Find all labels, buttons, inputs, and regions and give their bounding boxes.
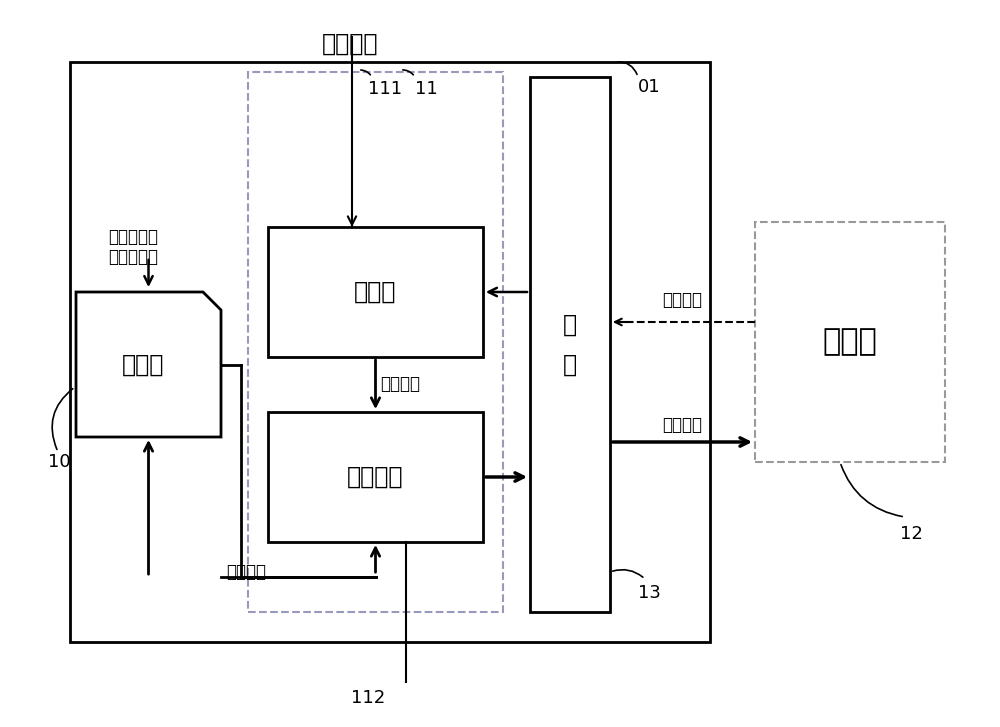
Text: 发送指令: 发送指令 [662, 291, 702, 309]
Bar [268, 227, 483, 357]
Text: 接: 接 [563, 313, 577, 337]
Text: 11: 11 [415, 80, 438, 97]
Text: 存储器: 存储器 [122, 353, 165, 377]
Text: 访问存储器: 访问存储器 [108, 248, 158, 266]
Bar [530, 77, 610, 612]
Text: 解析指令: 解析指令 [322, 32, 378, 56]
Text: 返回数据: 返回数据 [662, 416, 702, 434]
Text: 口: 口 [563, 353, 577, 377]
Text: 服务器直接: 服务器直接 [108, 228, 158, 246]
Text: 10: 10 [48, 453, 71, 470]
Polygon shape [76, 292, 221, 437]
Text: 查询指令: 查询指令 [380, 376, 420, 393]
Bar [248, 72, 503, 612]
Text: 控制器: 控制器 [354, 280, 397, 304]
Text: 12: 12 [900, 526, 923, 543]
Text: 13: 13 [638, 584, 661, 601]
Bar [755, 222, 945, 462]
Text: 搜索数据: 搜索数据 [226, 563, 266, 581]
Text: 111: 111 [368, 80, 402, 97]
Text: 112: 112 [351, 689, 385, 707]
Bar [268, 412, 483, 542]
Text: 服务器: 服务器 [823, 327, 877, 356]
Bar [70, 62, 710, 642]
Text: 逻辑电路: 逻辑电路 [347, 465, 404, 489]
Text: 01: 01 [638, 79, 661, 96]
